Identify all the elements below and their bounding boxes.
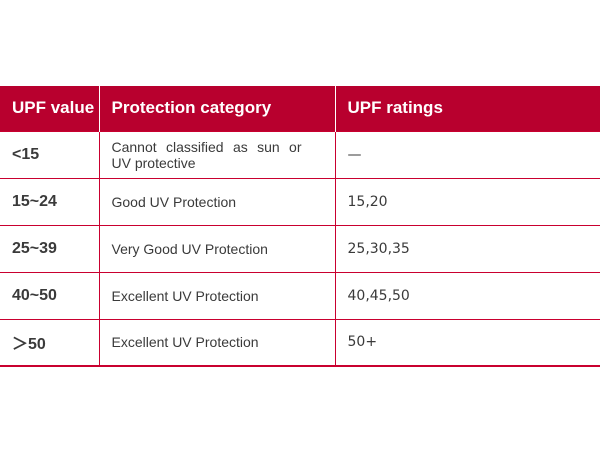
header-protection-category: Protection category — [98, 86, 335, 131]
upf-value-cell: <15 — [0, 130, 100, 179]
table-body: <15 Cannot classified as sun or UV prote… — [0, 130, 600, 367]
upf-rating-cell: 50+ — [334, 318, 600, 367]
header-upf-ratings: UPF ratings — [334, 86, 600, 131]
category-line: UV protective — [111, 154, 196, 171]
upf-table: UPF value Protection category UPF rating… — [0, 86, 600, 367]
upf-value-cell: 40~50 — [0, 271, 100, 320]
table-row: 40~50 Excellent UV Protection 40,45,50 — [0, 271, 600, 320]
protection-category-cell: Good UV Protection — [98, 177, 336, 226]
protection-category-cell: Cannot classified as sun or UV protectiv… — [98, 130, 336, 179]
upf-rating-cell: 40,45,50 — [334, 271, 600, 320]
header-upf-value: UPF value — [0, 86, 99, 131]
upf-value-cell: 25~39 — [0, 224, 100, 273]
upf-rating-cell: 25,30,35 — [334, 224, 600, 273]
upf-value-cell: ＞50 — [0, 318, 100, 367]
protection-category-cell: Excellent UV Protection — [98, 318, 336, 367]
upf-value-cell: 15~24 — [0, 177, 100, 226]
table-header: UPF value Protection category UPF rating… — [0, 86, 600, 131]
table-row: <15 Cannot classified as sun or UV prote… — [0, 130, 600, 179]
table-row: 25~39 Very Good UV Protection 25,30,35 — [0, 224, 600, 273]
category-line: Cannot classified as sun or — [111, 138, 302, 155]
upf-rating-cell: 15,20 — [334, 177, 600, 226]
table-row: 15~24 Good UV Protection 15,20 — [0, 177, 600, 226]
protection-category-cell: Excellent UV Protection — [98, 271, 336, 320]
header-row: UPF value Protection category UPF rating… — [0, 86, 600, 131]
table-row: ＞50 Excellent UV Protection 50+ — [0, 318, 600, 367]
protection-category-cell: Very Good UV Protection — [98, 224, 336, 273]
upf-rating-cell: — — [334, 130, 600, 179]
